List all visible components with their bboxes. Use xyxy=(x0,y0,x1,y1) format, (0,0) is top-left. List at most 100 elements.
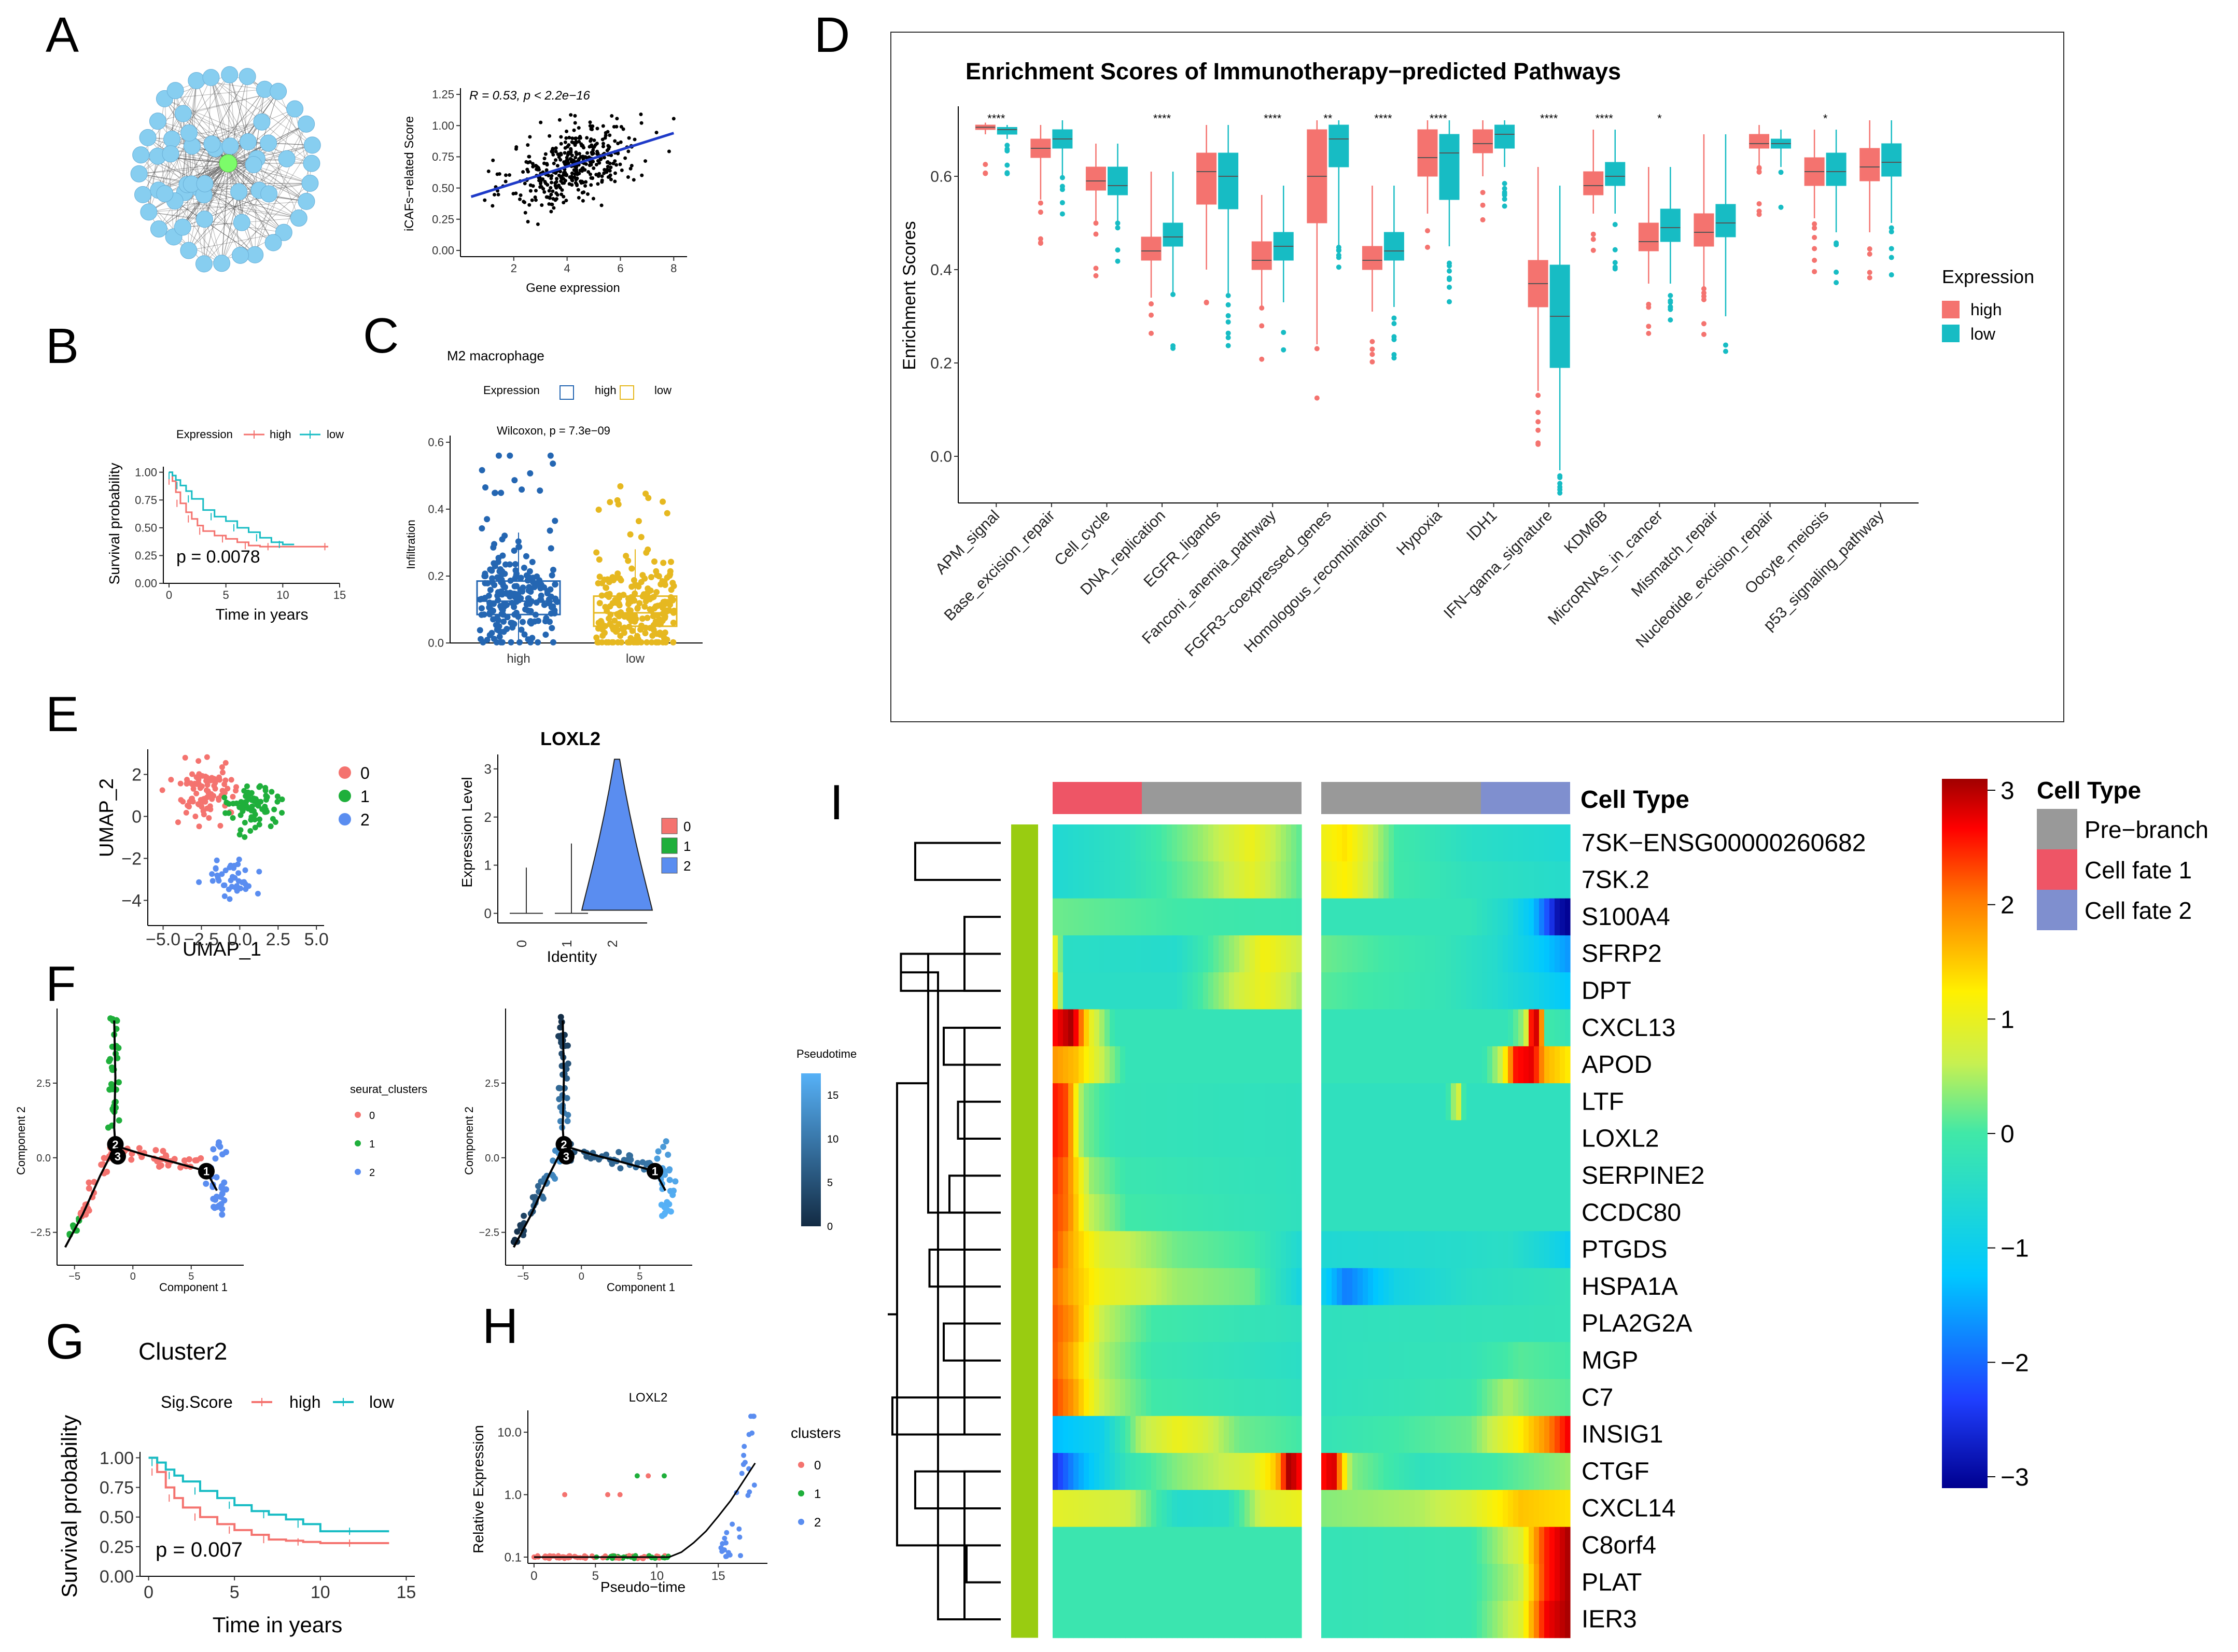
heatmap-cell xyxy=(1265,1527,1271,1564)
heatmap-cell xyxy=(1409,1046,1415,1084)
heatmap-cell xyxy=(1265,1268,1271,1306)
heatmap-cell xyxy=(1399,861,1405,899)
heatmap-dendrogram-branch xyxy=(948,1174,1001,1214)
heatmap-cell xyxy=(1073,1083,1079,1121)
heatmap-cell xyxy=(1451,1601,1457,1639)
scatter-point xyxy=(574,136,578,141)
scatter-point xyxy=(535,167,539,171)
heatmap-cell xyxy=(1208,1268,1214,1306)
box-d-box-high xyxy=(1749,134,1770,149)
traj1-y-label: Component 2 xyxy=(15,1107,27,1175)
heatmap-cell xyxy=(1409,1157,1415,1195)
heatmap-cell xyxy=(1177,1083,1183,1121)
umap-point-cluster-1 xyxy=(240,808,246,814)
heatmap-cell xyxy=(1425,1046,1431,1084)
umap-point-cluster-0 xyxy=(186,804,192,810)
heatmap-cell xyxy=(1399,1527,1405,1564)
heatmap-cell xyxy=(1089,1083,1095,1121)
scatter-point xyxy=(548,134,552,138)
traj1-branch-label: 3 xyxy=(115,1150,121,1163)
box-d-outlier-high xyxy=(1646,324,1652,329)
heatmap-cell xyxy=(1058,861,1064,899)
umap-point-cluster-1 xyxy=(269,789,275,795)
heatmap-cell xyxy=(1430,935,1436,973)
heatmap-cell xyxy=(1136,1046,1141,1084)
heatmap-cell xyxy=(1079,1268,1084,1306)
traj2-cell-point xyxy=(666,1167,673,1174)
heatmap-cell xyxy=(1451,1453,1457,1490)
heatmap-cell xyxy=(1352,1083,1358,1121)
scatter-point xyxy=(639,113,643,117)
heatmap-row-annotation xyxy=(1011,824,1038,1638)
network-node xyxy=(195,255,213,273)
heatmap-cell xyxy=(1276,861,1281,899)
scatter-point xyxy=(577,139,581,144)
heatmap-cell xyxy=(1451,1157,1457,1195)
heatmap-cell xyxy=(1477,1453,1482,1490)
violin-x-tick-label: 0 xyxy=(514,940,529,947)
heatmap-cell xyxy=(1399,1416,1405,1453)
heatmap-cell xyxy=(1270,1268,1276,1306)
heatmap-cell xyxy=(1492,1268,1498,1306)
traj2-cell-point xyxy=(564,1118,571,1125)
box-c-point xyxy=(495,627,502,634)
heatmap-cell xyxy=(1555,972,1560,1010)
heatmap-cell xyxy=(1518,1527,1524,1564)
heatmap-cell xyxy=(1555,1231,1560,1269)
heatmap-cell xyxy=(1270,898,1276,936)
box-d-outlier-high xyxy=(1535,441,1541,447)
heatmap-cell xyxy=(1565,1120,1571,1158)
heatmap-cell xyxy=(1260,1009,1266,1047)
heatmap-cell xyxy=(1394,1305,1400,1342)
umap-point-cluster-0 xyxy=(216,797,222,803)
heatmap-cell xyxy=(1461,1157,1467,1195)
heatmap-cell xyxy=(1332,1490,1337,1528)
umap-x-label: UMAP_1 xyxy=(183,939,261,960)
heatmap-cell xyxy=(1321,1083,1327,1121)
heatmap-cell xyxy=(1255,1453,1261,1490)
umap-point-cluster-1 xyxy=(254,802,260,808)
heatmap-cell xyxy=(1544,824,1550,862)
heatmap-cell xyxy=(1482,1564,1488,1601)
heatmap-cell xyxy=(1260,1527,1266,1564)
heatmap-cell xyxy=(1326,1268,1332,1306)
heatmap-cell xyxy=(1347,1527,1353,1564)
heatmap-cell xyxy=(1378,1379,1384,1417)
box-d-outlier-high xyxy=(1480,190,1486,195)
heatmap-cell xyxy=(1399,1083,1405,1121)
heatmap-cell xyxy=(1430,1342,1436,1380)
heatmap-cell xyxy=(1523,1268,1529,1306)
box-c-point xyxy=(529,558,536,565)
box-c-point xyxy=(625,607,632,613)
heatmap-cell xyxy=(1389,1009,1394,1047)
heatmap-cell xyxy=(1472,1527,1477,1564)
umap-point-cluster-2 xyxy=(232,885,239,891)
umap-plot: UMAP_1 UMAP_2 −5.0 −2.5 0.0 2.5 5.0−4−202 012 xyxy=(96,749,370,960)
heatmap-cell xyxy=(1255,1194,1261,1231)
heatmap-cell xyxy=(1255,1231,1261,1269)
heatmap-cell xyxy=(1487,1268,1493,1306)
network-node xyxy=(264,234,282,251)
heatmap-cell xyxy=(1394,1009,1400,1047)
box-d-box-high xyxy=(1085,166,1106,191)
heatmap-cell xyxy=(1073,1268,1079,1306)
heatmap-cell xyxy=(1347,1564,1353,1601)
box-c-point xyxy=(549,625,555,632)
heatmap-cell xyxy=(1565,1342,1571,1380)
heatmap-cell xyxy=(1352,1416,1358,1453)
network-node xyxy=(203,135,221,153)
network-node xyxy=(134,186,152,203)
heatmap-cell xyxy=(1182,935,1188,973)
heatmap-cell xyxy=(1073,1305,1079,1342)
umap-point-cluster-1 xyxy=(236,832,243,838)
heatmap-cell xyxy=(1110,1268,1115,1306)
box-d-outlier-low xyxy=(1502,197,1507,202)
heatmap-cell xyxy=(1250,1527,1255,1564)
heatmap-cell xyxy=(1198,824,1204,862)
heatmap-cell xyxy=(1399,935,1405,973)
heatmap-cell xyxy=(1544,1231,1550,1269)
heatmap-cell xyxy=(1281,1305,1286,1342)
heatmap-cell xyxy=(1068,1083,1074,1121)
heatmap-row-label: LTF xyxy=(1582,1088,1624,1115)
box-d-box-low xyxy=(1383,232,1404,261)
